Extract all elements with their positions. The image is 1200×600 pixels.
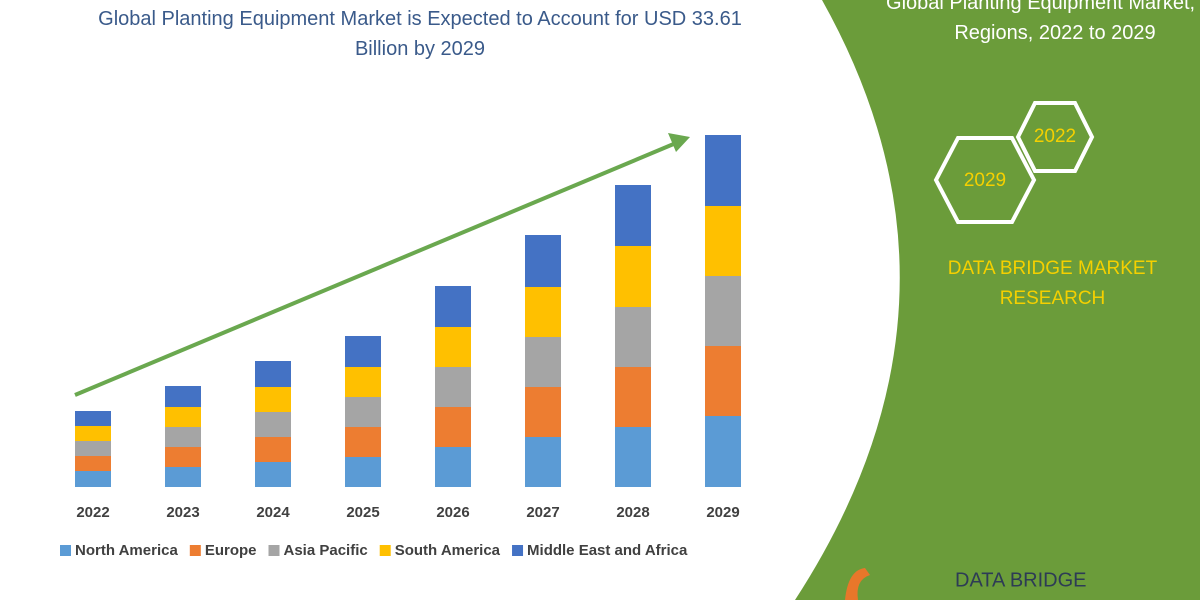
bar-segment [525, 287, 561, 337]
chart-title: Global Planting Equipment Market is Expe… [98, 8, 742, 60]
bar-segment [75, 411, 111, 426]
x-tick-label: 2025 [346, 504, 379, 521]
bar-segment [75, 456, 111, 471]
trend-arrow [74, 141, 677, 397]
legend-swatch [268, 545, 280, 556]
legend-label: Europe [205, 542, 257, 559]
bar-segment [345, 336, 381, 367]
bar-segment [75, 426, 111, 441]
bar-segment [615, 246, 651, 307]
bar-segment [165, 386, 201, 407]
legend-label: North America [75, 542, 178, 559]
bar-segment [525, 437, 561, 487]
panel-title: Global Planting Equipment Market, By Reg… [886, 0, 1200, 44]
bar-segment [525, 235, 561, 287]
bar-segment [165, 467, 201, 487]
legend-swatch [512, 545, 524, 556]
bar-segment [435, 447, 471, 487]
bar-segment [615, 427, 651, 487]
bar-segment [165, 447, 201, 467]
logo-text: DATA BRIDGE [955, 569, 1087, 591]
bar-segment [345, 457, 381, 487]
hexagon [933, 136, 1037, 224]
bar-segment [165, 407, 201, 427]
bar-segment [705, 416, 741, 487]
brand-text: DATA BRIDGE MARKET RESEARCH [947, 258, 1158, 309]
bar-segment [255, 361, 291, 387]
x-tick-label: 2028 [616, 504, 649, 521]
legend-label: Middle East and Africa [527, 542, 688, 559]
green-panel [795, 0, 1200, 600]
bar-segment [345, 367, 381, 397]
bar-segment [75, 441, 111, 456]
bar-segment [255, 387, 291, 412]
bar-segment [705, 276, 741, 346]
x-tick-label: 2024 [256, 504, 290, 521]
bar-segment [75, 471, 111, 487]
bar-segment [345, 397, 381, 427]
arrow-head [668, 133, 690, 152]
bar-segment [255, 462, 291, 487]
bar-segment [435, 286, 471, 327]
legend-swatch [379, 545, 391, 556]
bar-segment [705, 206, 741, 276]
bar-segment [435, 407, 471, 447]
x-tick-label: 2027 [526, 504, 559, 521]
hexagon-label: 2022 [1034, 126, 1076, 147]
legend-swatch [60, 545, 71, 556]
hexagon [1015, 101, 1095, 173]
x-tick-label: 2022 [76, 504, 109, 521]
legend-label: South America [395, 542, 501, 559]
bar-segment [615, 185, 651, 246]
bar-segment [165, 427, 201, 447]
bar-segment [705, 346, 741, 416]
bar-segment [345, 427, 381, 457]
bar-segment [525, 337, 561, 387]
legend-swatch [189, 545, 201, 556]
hexagon-label: 2029 [964, 170, 1006, 191]
x-tick-label: 2029 [706, 504, 739, 521]
x-tick-label: 2023 [166, 504, 199, 521]
bar-segment [705, 135, 741, 206]
bar-segment [255, 412, 291, 437]
bar-segment [615, 367, 651, 427]
bar-segment [435, 367, 471, 407]
bar-segment [255, 437, 291, 462]
logo-icon [845, 568, 870, 600]
bar-segment [615, 307, 651, 367]
legend-label: Asia Pacific [284, 542, 368, 559]
bar-segment [435, 327, 471, 367]
bar-segment [525, 387, 561, 437]
x-tick-label: 2026 [436, 504, 469, 521]
